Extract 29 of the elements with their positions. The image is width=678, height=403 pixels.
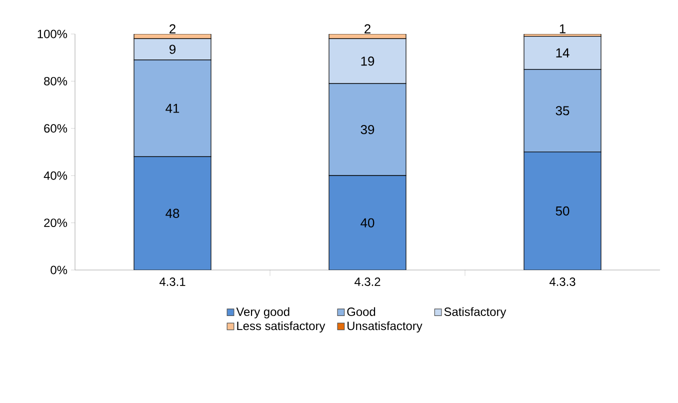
bar xyxy=(134,156,212,270)
y-tick-label: 40% xyxy=(44,171,68,180)
data-label: 2 xyxy=(364,24,370,34)
data-label: 39 xyxy=(360,124,374,134)
data-label: 14 xyxy=(556,48,570,58)
data-label: 40 xyxy=(360,218,374,228)
y-tick-label: 20% xyxy=(44,218,68,228)
legend-label: Good xyxy=(347,307,376,316)
y-tick-label: 80% xyxy=(44,76,68,86)
data-label: 1 xyxy=(560,24,566,34)
x-tick-label: 4.3.2 xyxy=(354,278,380,286)
legend-label: Less satisfactory xyxy=(237,321,326,333)
data-label: 48 xyxy=(166,208,180,218)
data-label: 50 xyxy=(556,206,570,216)
y-tick-label: 0% xyxy=(50,266,68,274)
y-tick-label: 60% xyxy=(44,124,68,133)
bar xyxy=(524,152,602,270)
data-label: 19 xyxy=(361,56,374,66)
legend-label: Satisfactory xyxy=(444,307,506,318)
data-label: 2 xyxy=(170,24,176,34)
x-tick-label: 4.3.3 xyxy=(549,278,576,286)
data-label: 9 xyxy=(170,44,176,54)
y-tick-label: 100% xyxy=(38,30,68,38)
data-label: 35 xyxy=(556,106,570,116)
data-label: 41 xyxy=(166,104,180,113)
legend-label: Unsatisfactory xyxy=(348,321,422,333)
x-tick-label: 4.3.1 xyxy=(159,278,186,286)
bar xyxy=(328,175,406,270)
legend-label: Very good xyxy=(236,307,290,318)
